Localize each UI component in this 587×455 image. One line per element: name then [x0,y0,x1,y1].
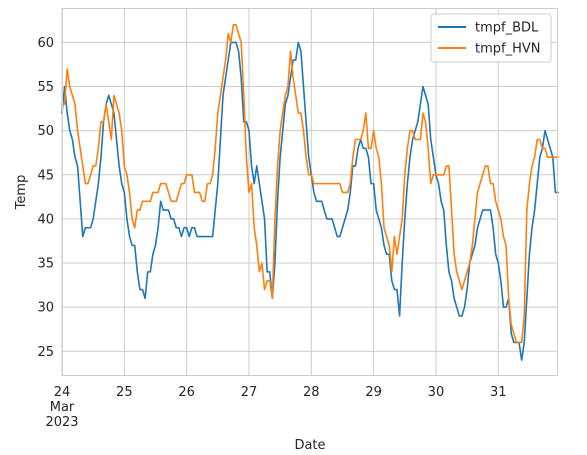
plot-frame [62,8,558,376]
x-tick-label: 31 [490,385,507,400]
y-gridlines [62,41,558,352]
x-tick-label: Mar [50,400,75,415]
x-tick-label: 27 [241,385,258,400]
series-line-tmpf_BDL [61,41,559,361]
x-tick-label: 30 [428,385,445,400]
y-tick-labels: 25 30 35 40 45 50 55 60 [37,36,54,360]
y-tick-label: 45 [37,168,54,183]
y-axis-label: Temp [14,175,29,211]
y-tick-label: 60 [37,36,54,51]
legend: tmpf_BDL tmpf_HVN [430,13,552,63]
series-line-tmpf_HVN [61,23,559,344]
x-tick-label: 28 [303,385,320,400]
x-tick-label: 25 [116,385,133,400]
y-tick-label: 40 [37,212,54,227]
y-tick-label: 30 [37,301,54,316]
y-tick-label: 25 [37,345,54,360]
x-tick-label: 2023 [45,415,78,430]
y-tick-label: 50 [37,124,54,139]
y-tick-label: 55 [37,80,54,95]
y-tick-label: 35 [37,257,54,272]
legend-entry-label: tmpf_BDL [475,21,539,36]
x-tick-label: 26 [178,385,195,400]
legend-entry-label: tmpf_HVN [475,42,540,57]
x-axis-label: Date [294,438,325,453]
series-lines [61,23,559,361]
plot-area [62,8,558,376]
x-tick-label: 24 [54,385,71,400]
x-tick-label: 29 [365,385,382,400]
